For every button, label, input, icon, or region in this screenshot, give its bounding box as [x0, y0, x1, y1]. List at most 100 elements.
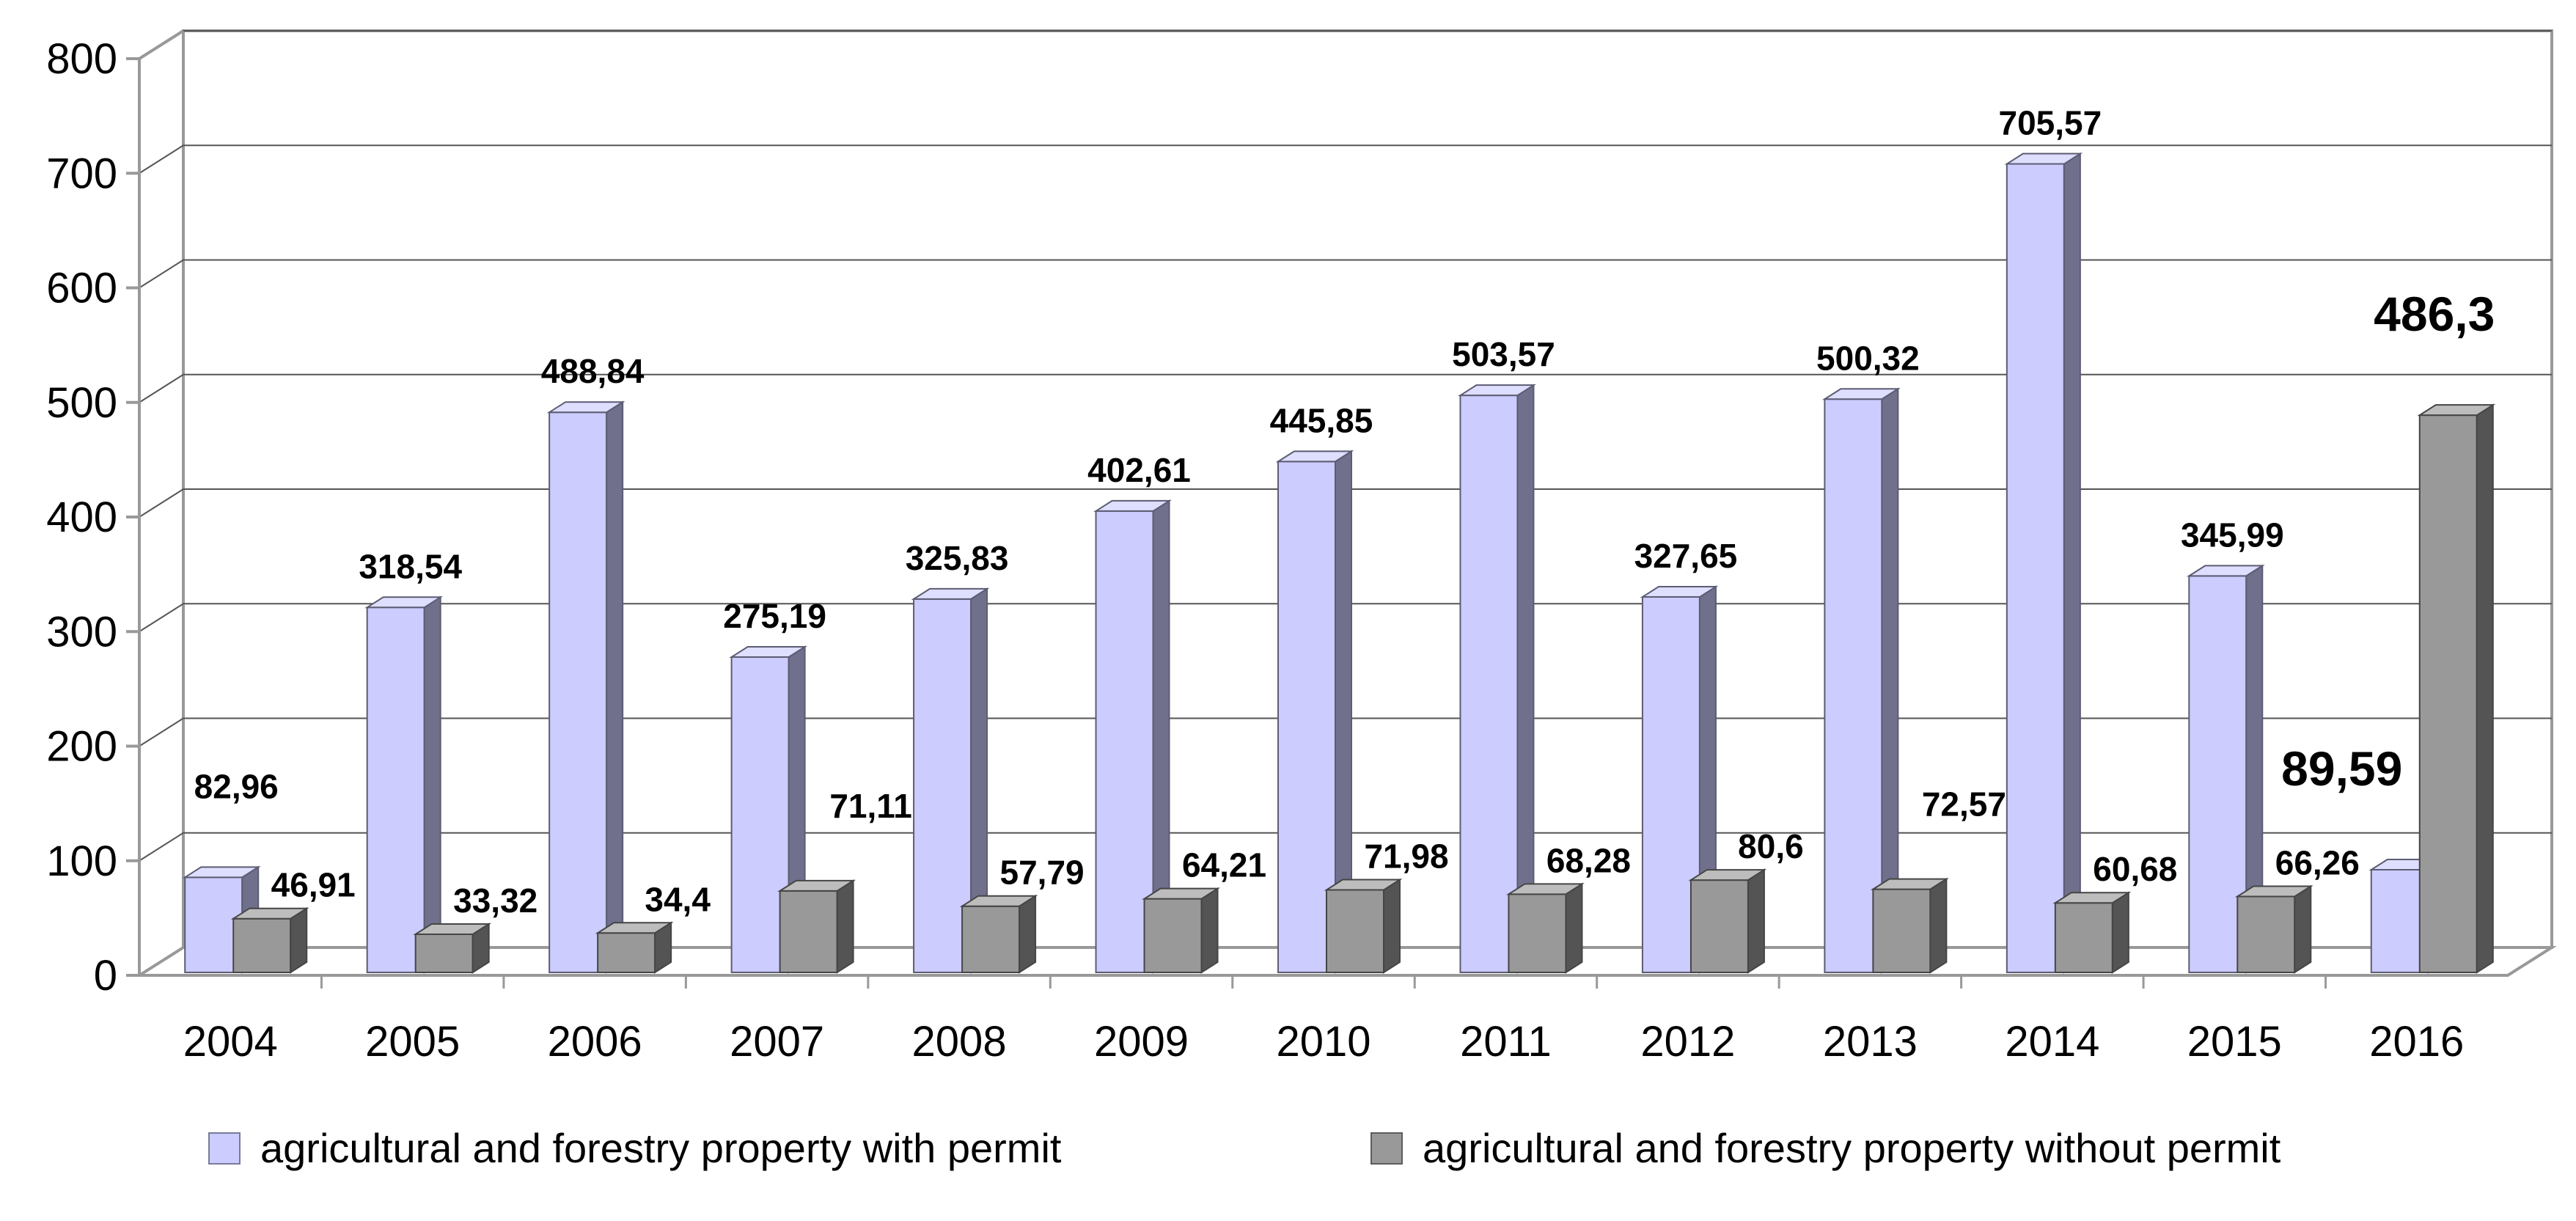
bar-without-permit-2004: [230, 906, 309, 974]
bar-front-face: [548, 411, 608, 973]
bar-front-face: [232, 917, 292, 973]
x-tick-label-2010: 2010: [1276, 1018, 1370, 1066]
y-tick-label-700: 700: [46, 150, 117, 197]
bar-top-face: [911, 587, 990, 600]
data-label-with-permit-2013: 500,32: [1816, 339, 1920, 377]
data-label-with-permit-2007: 275,19: [723, 597, 826, 635]
bar-without-permit-2014: [2052, 891, 2132, 974]
bar-side-face: [2294, 884, 2312, 974]
x-tick-label-2006: 2006: [548, 1018, 642, 1066]
data-label-without-permit-2015: 66,26: [2275, 843, 2360, 881]
bar-top-face: [729, 646, 808, 659]
data-label-without-permit-2006: 34,4: [645, 880, 711, 918]
x-tick-label-2005: 2005: [365, 1018, 460, 1066]
bar-with-permit-2012: [1640, 585, 1719, 974]
data-label-without-permit-2016: 486,3: [2374, 287, 2495, 341]
data-label-with-permit-2012: 327,65: [1634, 537, 1738, 575]
bar-with-permit-2013: [1821, 387, 1901, 974]
bar-front-face: [414, 933, 474, 973]
bar-top-face: [777, 879, 856, 892]
bar-top-face: [1506, 883, 1585, 895]
legend-label-without-permit: agricultural and forestry property witho…: [1423, 1125, 2281, 1171]
bar-top-face: [182, 866, 261, 879]
bar-top-face: [595, 922, 674, 934]
data-label-without-permit-2011: 68,28: [1546, 841, 1631, 879]
bar-with-permit-2005: [364, 595, 444, 974]
legend-label-with-permit: agricultural and forestry property with …: [260, 1125, 1062, 1171]
bar-front-face: [1824, 398, 1883, 973]
data-label-without-permit-2010: 71,98: [1364, 837, 1448, 876]
bar-top-face: [1821, 388, 1901, 400]
x-tick-label-2012: 2012: [1640, 1018, 1735, 1066]
bar-top-face: [1324, 879, 1403, 891]
legend-swatch-with-permit: [208, 1132, 241, 1165]
bar-front-face: [2418, 414, 2478, 973]
legend-swatch-without-permit: [1370, 1132, 1403, 1165]
data-label-without-permit-2004: 46,91: [271, 866, 356, 904]
gridline-400: [139, 488, 2552, 518]
bar-with-permit-2014: [2004, 152, 2083, 974]
bar-with-permit-2011: [1458, 384, 1536, 974]
y-tick-label-100: 100: [46, 837, 117, 885]
x-tick-label-2013: 2013: [1823, 1018, 1918, 1066]
y-tick-label-600: 600: [46, 265, 117, 312]
bar-front-face: [2054, 902, 2113, 973]
bar-with-permit-2010: [1275, 450, 1354, 974]
bar-front-face: [961, 905, 1021, 973]
gridline-300: [139, 603, 2552, 633]
data-label-with-permit-2006: 488,84: [541, 352, 645, 390]
gridline-200: [139, 717, 2552, 747]
bar-top-face: [2234, 885, 2313, 898]
y-tick-label-300: 300: [46, 608, 117, 656]
bar-side-face: [1383, 878, 1401, 974]
data-label-with-permit-2009: 402,61: [1087, 451, 1191, 489]
bar-top-face: [1870, 878, 1949, 890]
x-tick-label-2014: 2014: [2005, 1018, 2099, 1066]
bar-front-face: [1508, 893, 1567, 973]
y-tick-label-200: 200: [46, 723, 117, 771]
x-tick-label-2015: 2015: [2187, 1018, 2282, 1066]
y-tick-label-500: 500: [46, 379, 117, 427]
bar-side-face: [2063, 152, 2081, 974]
bar-front-face: [2236, 895, 2296, 973]
gridline-500: [139, 373, 2552, 403]
bar-top-face: [1688, 869, 1767, 881]
x-tick-label-2011: 2011: [1460, 1018, 1552, 1066]
bar-side-face: [1747, 868, 1765, 974]
data-label-without-permit-2007: 71,11: [829, 787, 912, 825]
data-label-without-permit-2009: 64,21: [1182, 846, 1266, 884]
bar-without-permit-2011: [1506, 882, 1585, 974]
data-label-with-permit-2008: 325,83: [906, 539, 1009, 577]
bar-front-face: [779, 890, 838, 973]
bar-with-permit-2009: [1093, 499, 1172, 974]
bar-top-face: [230, 907, 309, 920]
y-tick-label-400: 400: [46, 494, 117, 541]
bar-without-permit-2010: [1324, 878, 1403, 974]
bar-with-permit-2006: [546, 400, 625, 974]
gridline-600: [139, 259, 2552, 289]
data-label-with-permit-2011: 503,57: [1452, 335, 1555, 373]
data-label-with-permit-2010: 445,85: [1270, 401, 1373, 439]
bar-side-face: [290, 906, 308, 974]
bar-side-face: [1200, 887, 1219, 974]
bar-top-face: [2004, 153, 2083, 165]
bar-without-permit-2012: [1688, 868, 1767, 974]
bar-front-face: [366, 606, 425, 973]
x-tick-label-2008: 2008: [912, 1018, 1007, 1066]
bar-side-face: [1019, 894, 1037, 974]
data-label-with-permit-2014: 705,57: [1998, 104, 2102, 142]
bar-without-permit-2015: [2234, 884, 2313, 974]
gridline-700: [139, 144, 2552, 175]
y-axis-top-edge: [138, 29, 185, 60]
bar-without-permit-2007: [777, 879, 856, 974]
bar-with-permit-2008: [911, 587, 990, 974]
bar-front-face: [1326, 889, 1384, 973]
bar-front-face: [2006, 163, 2065, 973]
bar-without-permit-2016: [2417, 403, 2496, 974]
data-label-with-permit-2015: 345,99: [2181, 516, 2284, 554]
bar-front-face: [1459, 395, 1519, 973]
bar-top-face: [1458, 384, 1536, 397]
bar-side-face: [2476, 403, 2494, 974]
bar-top-face: [959, 895, 1038, 907]
